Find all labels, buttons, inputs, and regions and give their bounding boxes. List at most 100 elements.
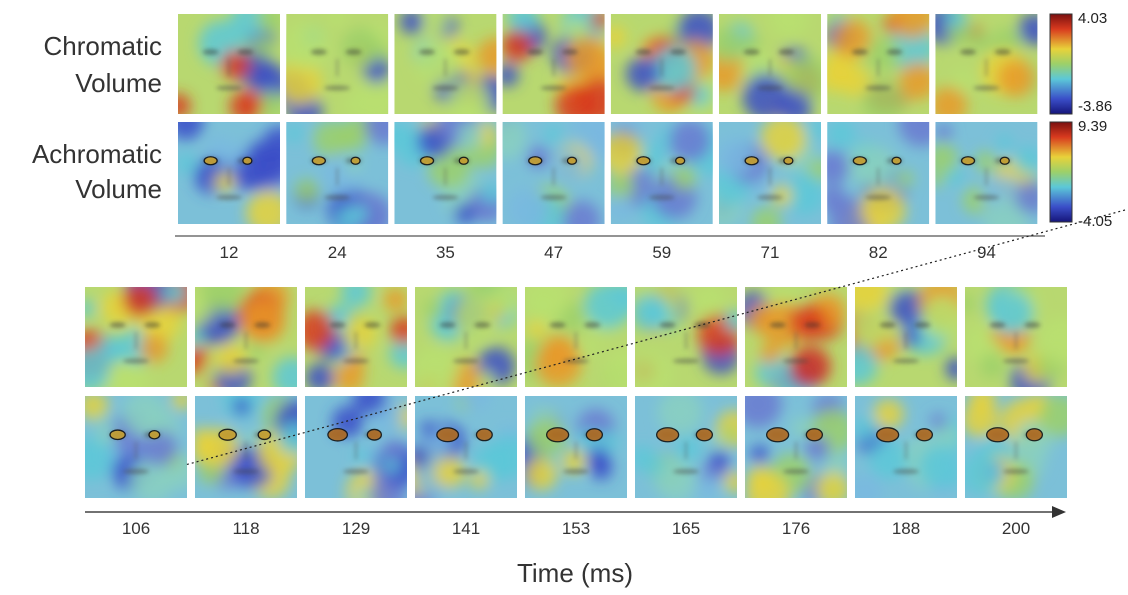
eye-region: [528, 156, 543, 166]
face-tile: [305, 396, 407, 498]
blobs: [935, 14, 1038, 114]
tile-content: [502, 14, 605, 114]
blob: [935, 123, 953, 141]
tile-content: [85, 287, 187, 387]
blob: [171, 396, 187, 411]
blob: [724, 309, 737, 332]
mouth: [432, 85, 459, 91]
tile-content: [855, 396, 957, 498]
blob: [719, 137, 755, 177]
face: [419, 49, 470, 91]
eye-region: [218, 428, 237, 441]
eye: [584, 322, 601, 328]
blob: [965, 453, 1003, 496]
eye-region: [148, 430, 161, 440]
time-label: 47: [544, 243, 563, 262]
blob: [1013, 146, 1038, 175]
blob: [590, 458, 612, 480]
eye-region: [585, 428, 604, 442]
blob: [470, 470, 490, 490]
blob: [373, 470, 392, 489]
blob: [855, 287, 888, 313]
blob: [294, 178, 319, 203]
blob: [918, 445, 957, 489]
blob: [932, 422, 957, 451]
eye-region: [257, 429, 272, 441]
mouth: [783, 468, 809, 474]
blob: [945, 357, 957, 378]
tile-content: [394, 122, 497, 224]
blob: [129, 457, 176, 498]
blob: [139, 333, 169, 364]
blob: [564, 34, 605, 79]
eye: [310, 49, 327, 55]
blob: [970, 31, 992, 52]
blob: [415, 346, 460, 387]
tile-content: [827, 122, 930, 224]
mouth: [233, 468, 259, 474]
tile-content: [935, 14, 1038, 114]
eye: [109, 322, 126, 328]
tile-content: [855, 287, 957, 387]
mouth: [453, 468, 479, 474]
blob: [457, 122, 485, 149]
face-tile: [610, 14, 713, 114]
blobs: [178, 14, 280, 114]
blob: [433, 456, 466, 489]
tile-content: [286, 122, 389, 224]
eye-region: [852, 156, 867, 166]
blob: [353, 486, 373, 498]
eye: [659, 322, 676, 328]
blob: [551, 149, 586, 183]
time-label: 165: [672, 519, 700, 538]
blob: [974, 151, 996, 172]
row-label: Chromatic: [44, 31, 162, 61]
blob: [868, 439, 909, 480]
face-tile: [286, 122, 389, 224]
eye: [219, 322, 236, 328]
row-label: Volume: [75, 68, 162, 98]
blob: [997, 59, 1035, 98]
face: [329, 322, 381, 364]
mouth: [1003, 358, 1029, 364]
blob: [603, 349, 627, 387]
eye-region: [999, 156, 1010, 165]
face-tile: [965, 287, 1067, 387]
face: [879, 322, 931, 364]
axis-title: Time (ms): [517, 558, 633, 588]
blob: [889, 14, 930, 39]
blob: [383, 439, 405, 461]
mouth: [123, 468, 149, 474]
blob: [247, 341, 265, 359]
tile-content: [415, 396, 517, 498]
eye: [202, 49, 219, 55]
blob: [610, 172, 635, 202]
blob: [477, 371, 495, 387]
axis-arrow: [1052, 506, 1066, 518]
mouth: [324, 194, 351, 200]
blob: [415, 39, 463, 87]
blob: [257, 90, 280, 114]
eye-region: [744, 156, 759, 166]
blob: [305, 310, 336, 351]
eye: [144, 322, 161, 328]
blob: [527, 320, 547, 339]
mouth: [1003, 468, 1029, 474]
blob: [625, 56, 661, 92]
blob: [692, 475, 719, 498]
eye: [527, 49, 544, 55]
blob: [229, 90, 263, 114]
tiles: [85, 14, 1067, 498]
eye: [743, 49, 760, 55]
eye: [635, 49, 652, 55]
eye-region: [1025, 428, 1044, 442]
blob: [415, 445, 430, 469]
blob: [85, 396, 109, 421]
face-tile: [635, 396, 737, 498]
eye: [994, 49, 1011, 55]
blob: [220, 50, 250, 80]
mouth: [563, 358, 589, 364]
eye: [453, 49, 470, 55]
